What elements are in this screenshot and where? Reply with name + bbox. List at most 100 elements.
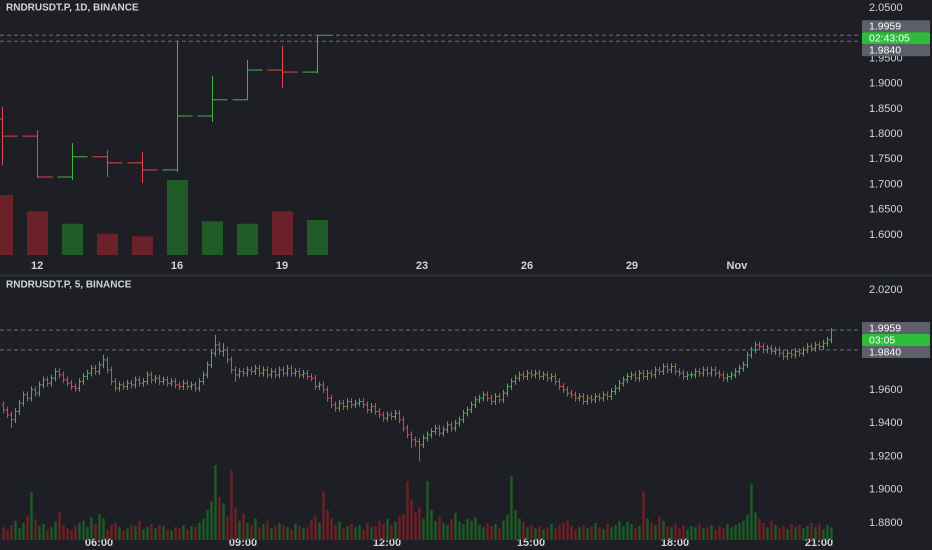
volume-bar — [470, 520, 473, 540]
volume-bar — [442, 522, 445, 540]
y-tick-label: 1.9000 — [869, 484, 903, 496]
volume-bar — [178, 528, 181, 540]
volume-bar — [146, 527, 149, 540]
volume-bar — [38, 526, 41, 540]
volume-bar — [334, 525, 337, 540]
volume-bar — [566, 520, 569, 540]
volume-bar — [142, 529, 145, 540]
x-tick-label: Nov — [727, 260, 749, 272]
volume-bar — [414, 512, 417, 540]
volume-bar — [530, 525, 533, 540]
volume-bar — [262, 523, 265, 540]
volume-bar — [578, 527, 581, 540]
volume-bar — [486, 522, 489, 540]
volume-bar — [230, 470, 233, 540]
volume-bar — [97, 233, 118, 255]
countdown-tag: 03:05 — [869, 334, 895, 346]
volume-bar — [738, 522, 741, 540]
volume-bar — [542, 529, 545, 540]
volume-bar — [730, 527, 733, 540]
volume-bar — [454, 513, 457, 540]
volume-bar — [622, 526, 625, 540]
y-tick-label: 1.9400 — [869, 417, 903, 429]
y-tick-label: 1.6000 — [869, 229, 903, 241]
y-tick-label: 2.0200 — [869, 284, 903, 296]
volume-bar — [354, 527, 357, 540]
volume-bar — [298, 526, 301, 540]
volume-bar — [254, 518, 257, 540]
volume-bar — [722, 528, 725, 540]
volume-bar — [290, 529, 293, 540]
volume-bar — [167, 180, 188, 255]
volume-bar — [710, 525, 713, 540]
volume-bar — [742, 520, 745, 540]
volume-bar — [78, 522, 81, 540]
volume-bar — [610, 527, 613, 540]
volume-bar — [786, 529, 789, 540]
volume-bar — [554, 528, 557, 540]
volume-bar — [818, 523, 821, 540]
volume-bar — [778, 528, 781, 540]
volume-bar — [574, 529, 577, 540]
y-tick-label: 1.9200 — [869, 450, 903, 462]
volume-bar — [282, 525, 285, 540]
volume-bar — [27, 211, 48, 255]
volume-bar — [638, 526, 641, 540]
volume-bar — [686, 529, 689, 540]
volume-bar — [594, 522, 597, 540]
volume-bar — [602, 529, 605, 540]
volume-bar — [22, 522, 25, 540]
volume-bar — [482, 527, 485, 540]
volume-bar — [670, 527, 673, 540]
volume-bar — [46, 529, 49, 540]
volume-bar — [418, 507, 421, 540]
volume-bar — [550, 523, 553, 540]
y-tick-label: 1.7500 — [869, 153, 903, 165]
volume-bar — [694, 527, 697, 540]
countdown-tag-box — [862, 32, 930, 45]
volume-bar — [106, 529, 109, 540]
volume-bar — [798, 525, 801, 540]
volume-bar — [658, 516, 661, 540]
volume-bar — [286, 527, 289, 540]
volume-bar — [614, 525, 617, 540]
last-price-tag-box — [862, 322, 930, 335]
volume-bar — [654, 525, 657, 540]
volume-bar — [74, 526, 77, 540]
volume-bar — [794, 527, 797, 540]
volume-bar — [50, 527, 53, 540]
volume-bar — [274, 526, 277, 540]
volume-bar — [498, 528, 501, 540]
volume-bar — [90, 517, 93, 540]
volume-bar — [758, 518, 761, 540]
volume-bar — [754, 512, 757, 540]
chart-title: RNDRUSDT.P, 1D, BINANCE — [6, 3, 139, 14]
volume-bar — [762, 522, 765, 540]
y-tick-label: 1.8800 — [869, 517, 903, 529]
volume-bar — [238, 520, 241, 540]
volume-bar — [510, 475, 513, 540]
volume-bar — [338, 521, 341, 540]
volume-bar — [814, 527, 817, 540]
volume-bar — [562, 522, 565, 540]
volume-bar — [82, 520, 85, 540]
volume-bar — [26, 516, 29, 540]
volume-bar — [538, 526, 541, 540]
volume-bar — [10, 525, 13, 540]
volume-bar — [218, 497, 221, 540]
last-price-tag-box — [862, 20, 930, 33]
volume-bar — [410, 499, 413, 540]
volume-bar — [130, 525, 133, 540]
volume-bar — [558, 525, 561, 540]
volume-bar — [86, 527, 89, 540]
x-tick-label: 29 — [626, 260, 638, 272]
volume-bar — [246, 522, 249, 540]
volume-bar — [606, 523, 609, 540]
volume-bar — [386, 518, 389, 540]
volume-bar — [110, 525, 113, 540]
volume-bar — [170, 530, 173, 540]
volume-bar — [650, 522, 653, 540]
volume-bar — [202, 518, 205, 540]
ref-price-tag: 1.9840 — [869, 45, 901, 57]
volume-bar — [390, 525, 393, 540]
